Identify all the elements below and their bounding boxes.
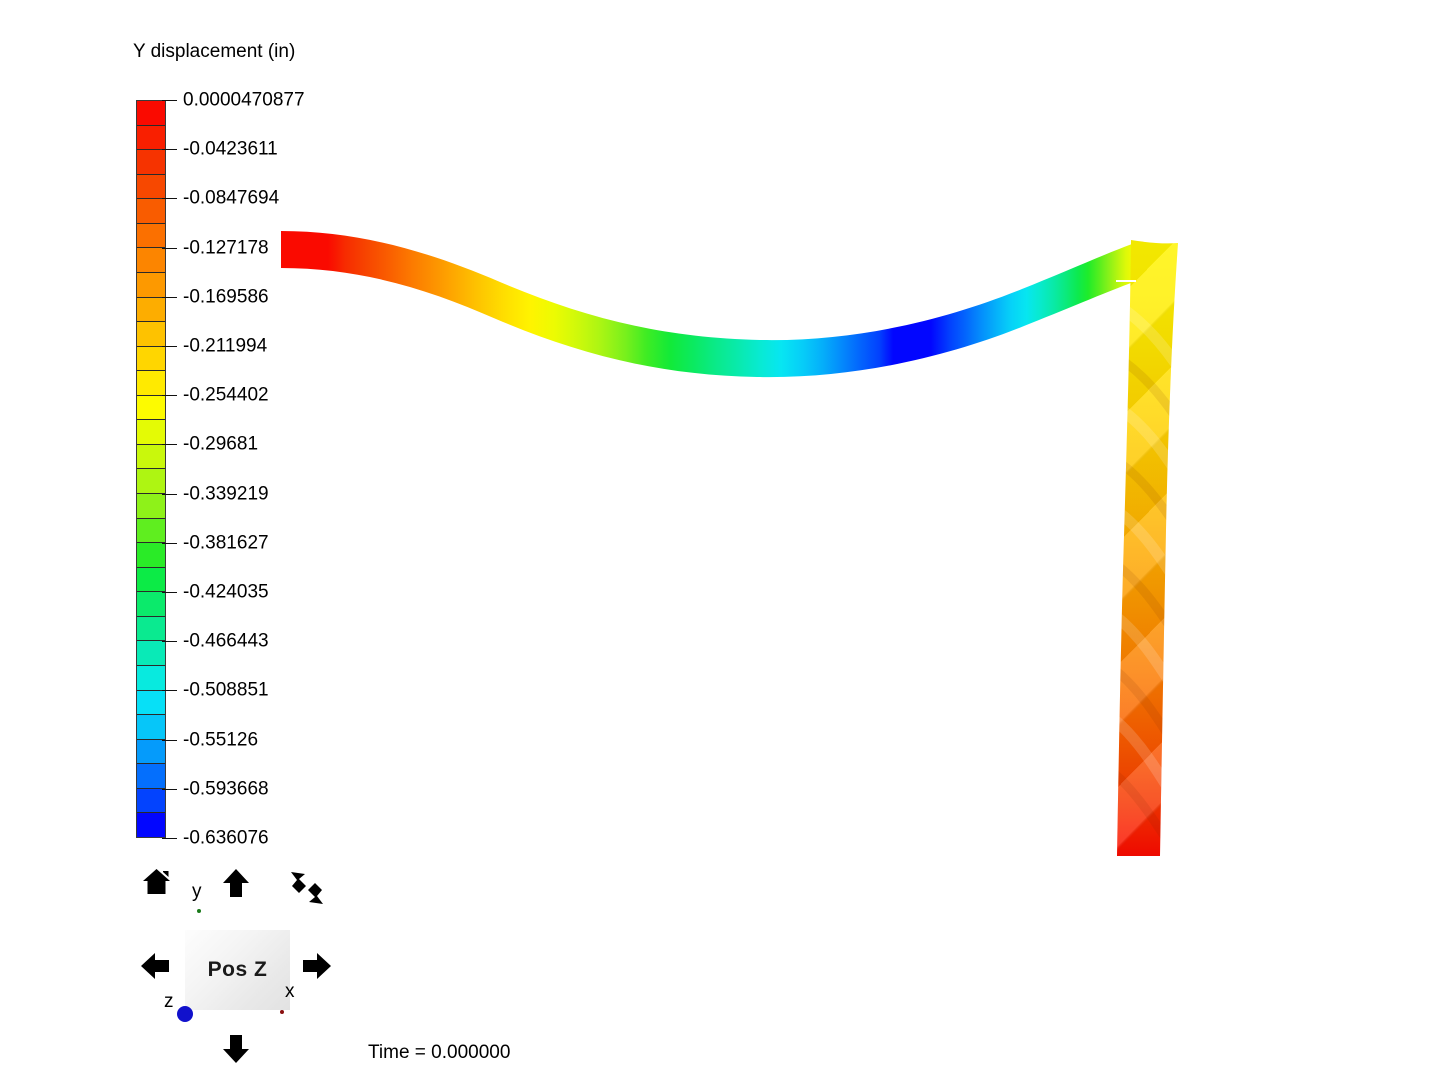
colorbar-band [137, 297, 165, 323]
axis-label-z: z [164, 991, 174, 1012]
colorbar-value-label: -0.339219 [183, 483, 269, 505]
axis-label-x: x [285, 981, 295, 1002]
colorbar-band [137, 248, 165, 273]
colorbar-value-label: -0.55126 [183, 729, 259, 751]
colorbar-band [137, 174, 165, 200]
colorbar-band [137, 346, 165, 372]
rotate-right-arrow-icon[interactable] [300, 949, 334, 983]
rotate-up-arrow-icon[interactable] [219, 866, 253, 900]
colorbar-band [137, 788, 165, 814]
colorbar-labels: 0.0000470877 -0.0423611 -0.0847694 -0.12717… [136, 91, 305, 848]
colorbar-band [137, 518, 165, 544]
legend-title: Y displacement (in) [133, 41, 296, 62]
zoom-fit-diagonal-arrows-icon[interactable] [287, 868, 323, 904]
colorbar-band [137, 150, 165, 175]
colorbar-band [137, 641, 165, 666]
colorbar-band [137, 592, 165, 617]
colorbar-band [137, 395, 165, 421]
colorbar-band [137, 543, 165, 568]
colorbar-bands [136, 100, 166, 838]
axis-marker-y [197, 909, 201, 913]
colorbar-band [137, 125, 165, 151]
vertical-column[interactable] [1110, 235, 1190, 865]
colorbar-value-label: -0.211994 [183, 335, 268, 357]
colorbar-value-label: -0.254402 [183, 384, 269, 406]
colorbar-band [137, 420, 165, 445]
colorbar-value-label: -0.593668 [183, 778, 269, 800]
colorbar-value-label: -0.466443 [183, 630, 269, 652]
axis-marker-x [280, 1010, 284, 1014]
colorbar-band [137, 272, 165, 298]
colorbar-band [137, 715, 165, 740]
horizontal-beam[interactable] [275, 220, 1145, 395]
colorbar-band [137, 616, 165, 642]
colorbar-band [137, 444, 165, 470]
colorbar-value-label: -0.508851 [183, 679, 269, 701]
view-navigation-widget[interactable]: Pos Z y x z [132, 862, 347, 1067]
colorbar-band [137, 199, 165, 224]
axis-label-y: y [192, 881, 202, 902]
colorbar-band [137, 813, 165, 837]
view-orientation-label: Pos Z [207, 958, 268, 981]
colorbar-band [137, 764, 165, 789]
colorbar-value-label: -0.381627 [183, 532, 269, 554]
home-view-icon[interactable] [140, 866, 174, 900]
colorbar-band [137, 567, 165, 593]
colorbar-band [137, 101, 165, 126]
rotate-left-arrow-icon[interactable] [138, 949, 172, 983]
colorbar-band [137, 322, 165, 347]
colorbar-value-label: -0.424035 [183, 581, 269, 603]
colorbar-band [137, 371, 165, 396]
color-legend[interactable]: 0.0000470877 -0.0423611 -0.0847694 -0.12717… [136, 91, 305, 848]
colorbar-band [137, 494, 165, 519]
colorbar-band [137, 469, 165, 494]
colorbar-band [137, 665, 165, 691]
colorbar-value-label: -0.0423611 [183, 138, 278, 160]
colorbar-value-label: -0.29681 [183, 433, 259, 455]
view-orientation-cube[interactable]: Pos Z [185, 930, 290, 1010]
colorbar-value-label: 0.0000470877 [183, 89, 305, 111]
colorbar-band [137, 690, 165, 716]
colorbar-value-label: -0.169586 [183, 286, 269, 308]
colorbar-band [137, 739, 165, 765]
colorbar-value-label: -0.0847694 [183, 187, 280, 209]
colorbar-band [137, 223, 165, 249]
colorbar-value-label: -0.636076 [183, 827, 269, 849]
axis-marker-z-origin [177, 1006, 193, 1022]
time-readout: Time = 0.000000 [368, 1042, 511, 1063]
colorbar-value-label: -0.127178 [183, 237, 269, 259]
rotate-down-arrow-icon[interactable] [219, 1032, 253, 1066]
